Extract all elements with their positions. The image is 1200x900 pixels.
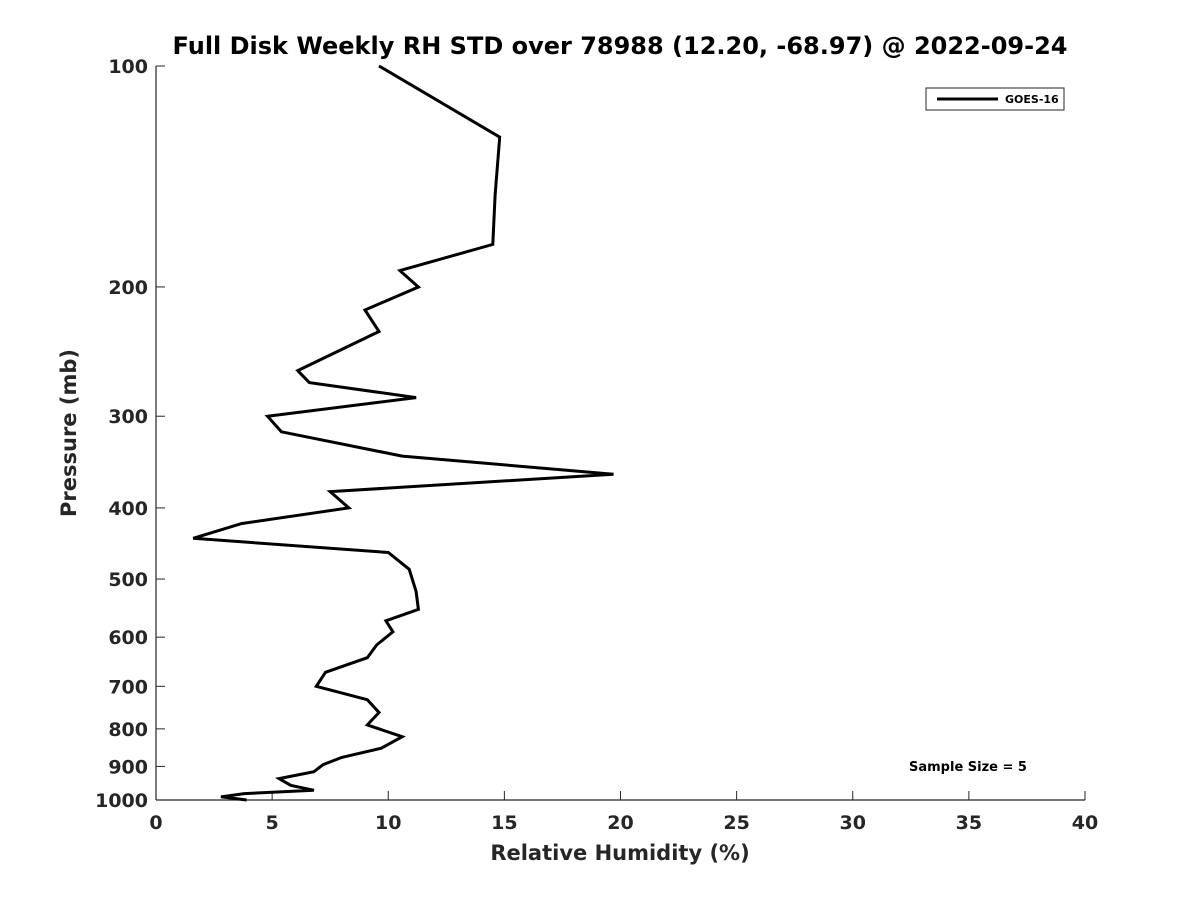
x-tick-label: 35 <box>956 812 982 834</box>
x-tick-label: 20 <box>607 812 633 834</box>
y-tick-label: 600 <box>108 627 148 649</box>
x-tick-label: 0 <box>149 812 162 834</box>
y-ticks: 100 200 300 400 500 600 700 800 900 1000 <box>95 56 165 812</box>
chart-title: Full Disk Weekly RH STD over 78988 (12.2… <box>173 32 1068 60</box>
axes <box>155 66 1085 801</box>
series-line-goes-16 <box>192 64 614 802</box>
y-axis-label: Pressure (mb) <box>57 349 81 517</box>
x-tick-label: 10 <box>375 812 401 834</box>
x-tick-label: 30 <box>840 812 866 834</box>
y-tick-label: 400 <box>108 498 148 520</box>
y-tick-label: 500 <box>108 569 148 591</box>
x-tick-label: 15 <box>491 812 517 834</box>
x-tick-label: 40 <box>1072 812 1098 834</box>
legend-label-goes-16: GOES-16 <box>1005 93 1059 106</box>
legend: GOES-16 <box>925 87 1065 111</box>
x-ticks: 0 5 10 15 20 25 30 35 40 <box>149 791 1098 834</box>
series-layer <box>192 64 614 802</box>
sample-size-annotation: Sample Size = 5 <box>909 760 1027 775</box>
x-tick-label: 25 <box>723 812 749 834</box>
y-tick-label: 1000 <box>95 790 148 812</box>
x-tick-label: 5 <box>266 812 279 834</box>
y-tick-label: 900 <box>108 756 148 778</box>
y-tick-label: 800 <box>108 719 148 741</box>
y-tick-label: 100 <box>108 56 148 78</box>
y-tick-label: 200 <box>108 277 148 299</box>
y-tick-label: 300 <box>108 406 148 428</box>
y-tick-label: 700 <box>108 676 148 698</box>
x-axis-label: Relative Humidity (%) <box>490 841 749 865</box>
